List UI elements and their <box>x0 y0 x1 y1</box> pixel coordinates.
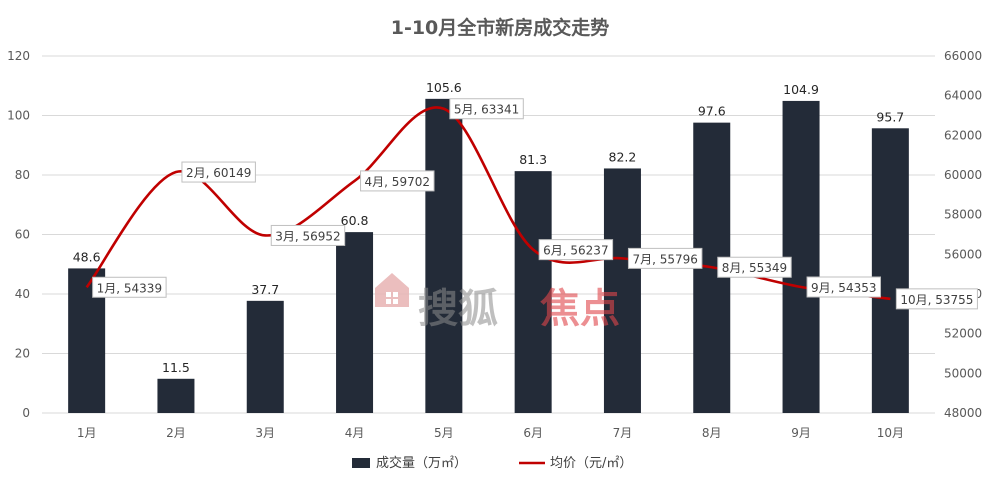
left-tick-label: 120 <box>7 49 30 63</box>
right-tick-label: 58000 <box>944 208 982 222</box>
right-tick-label: 52000 <box>944 327 982 341</box>
bar-value-label: 81.3 <box>519 152 547 167</box>
right-tick-label: 56000 <box>944 247 982 261</box>
price-point-callout: 3月, 56952 <box>270 224 346 246</box>
price-point-callout: 5月, 63341 <box>449 98 524 120</box>
price-point-callout: 9月, 54353 <box>806 276 882 298</box>
price-point-label: 3月, 56952 <box>275 229 340 243</box>
callout-box <box>360 170 435 192</box>
bar-value-label: 95.7 <box>876 109 904 124</box>
price-point-label: 8月, 55349 <box>722 261 787 275</box>
bar <box>425 98 463 413</box>
callout-box <box>806 276 882 298</box>
legend-label-line: 均价（元/㎡） <box>550 456 632 471</box>
left-tick-label: 60 <box>15 228 30 242</box>
bar-value-label: 104.9 <box>783 82 819 97</box>
bar-value-labels: 48.6 11.5 37.7 60.8 105.6 81.3 82.2 97.6 104.9 95… <box>73 80 905 375</box>
category-label: 2月 <box>166 426 186 440</box>
watermark-text-red: 焦点 <box>540 286 620 332</box>
price-point-label: 4月, 59702 <box>365 175 430 189</box>
left-axis-ticks: 0 20 40 60 80 100 120 <box>7 49 30 420</box>
house-logo-icon <box>375 273 409 307</box>
right-tick-label: 62000 <box>944 128 982 142</box>
bar <box>603 168 641 413</box>
price-point-callout: 2月, 60149 <box>181 161 256 183</box>
watermark-text-gray: 搜狐 <box>418 286 498 332</box>
category-label: 7月 <box>613 426 633 440</box>
category-label: 9月 <box>791 426 811 440</box>
left-tick-label: 100 <box>7 109 30 123</box>
price-point-label: 5月, 63341 <box>454 103 519 117</box>
bar <box>246 300 284 413</box>
price-point-callout: 1月, 54339 <box>92 276 167 298</box>
bar-series <box>68 98 909 414</box>
bar-value-label: 37.7 <box>251 282 279 297</box>
price-point-label: 1月, 54339 <box>97 281 162 295</box>
callout-box <box>895 288 978 310</box>
left-tick-label: 40 <box>15 287 30 301</box>
category-labels: 1月 2月 3月 4月 5月 6月 7月 8月 9月 10月 <box>77 426 904 440</box>
left-tick-label: 0 <box>22 406 30 420</box>
price-point-callout: 7月, 55796 <box>627 247 703 269</box>
right-tick-label: 66000 <box>944 49 982 63</box>
category-label: 8月 <box>702 426 722 440</box>
right-tick-label: 60000 <box>944 168 982 182</box>
category-label: 6月 <box>523 426 543 440</box>
price-point-labels: 1月, 54339 2月, 60149 3月, 56952 4月, 59702 5月, … <box>92 98 978 310</box>
left-tick-label: 80 <box>15 168 30 182</box>
bar-value-label: 97.6 <box>698 104 726 119</box>
bar <box>514 171 552 413</box>
price-point-label: 2月, 60149 <box>186 166 251 180</box>
price-point-callout: 10月, 53755 <box>895 288 978 310</box>
bar-value-label: 82.2 <box>609 149 637 164</box>
left-tick-label: 20 <box>15 347 30 361</box>
right-axis-ticks: 4800050000520005400056000580006000062000… <box>944 49 982 420</box>
price-point-callout: 8月, 55349 <box>717 256 792 278</box>
bar <box>336 232 374 413</box>
legend-swatch-bar <box>352 458 370 468</box>
category-label: 1月 <box>77 426 97 440</box>
legend: 成交量（万㎡） 均价（元/㎡） <box>352 455 632 471</box>
price-point-label: 9月, 54353 <box>811 281 876 295</box>
price-point-label: 6月, 56237 <box>543 244 608 258</box>
bar-value-label: 105.6 <box>426 80 462 95</box>
bar-value-label: 48.6 <box>73 249 101 264</box>
callout-box <box>627 247 703 269</box>
legend-label-bar: 成交量（万㎡） <box>376 455 467 471</box>
callout-box <box>270 224 346 246</box>
chart-title: 1-10月全市新房成交走势 <box>391 16 610 39</box>
callout-box <box>538 239 614 261</box>
right-tick-label: 48000 <box>944 406 982 420</box>
callout-box <box>92 276 167 298</box>
category-label: 4月 <box>345 426 365 440</box>
price-point-callout: 4月, 59702 <box>360 170 435 192</box>
category-label: 10月 <box>877 426 904 440</box>
right-tick-label: 50000 <box>944 366 982 380</box>
bar <box>871 128 909 414</box>
callout-box <box>449 98 524 120</box>
bar-value-label: 11.5 <box>162 360 190 375</box>
category-label: 5月 <box>434 426 454 440</box>
bar-value-label: 60.8 <box>341 213 369 228</box>
bar <box>157 378 195 413</box>
price-point-callout: 6月, 56237 <box>538 239 614 261</box>
price-point-label: 10月, 53755 <box>900 293 973 307</box>
price-point-label: 7月, 55796 <box>632 252 697 266</box>
watermark: 搜狐 焦点 <box>375 273 620 332</box>
callout-box <box>181 161 256 183</box>
right-tick-label: 64000 <box>944 89 982 103</box>
category-label: 3月 <box>255 426 275 440</box>
callout-box <box>717 256 792 278</box>
